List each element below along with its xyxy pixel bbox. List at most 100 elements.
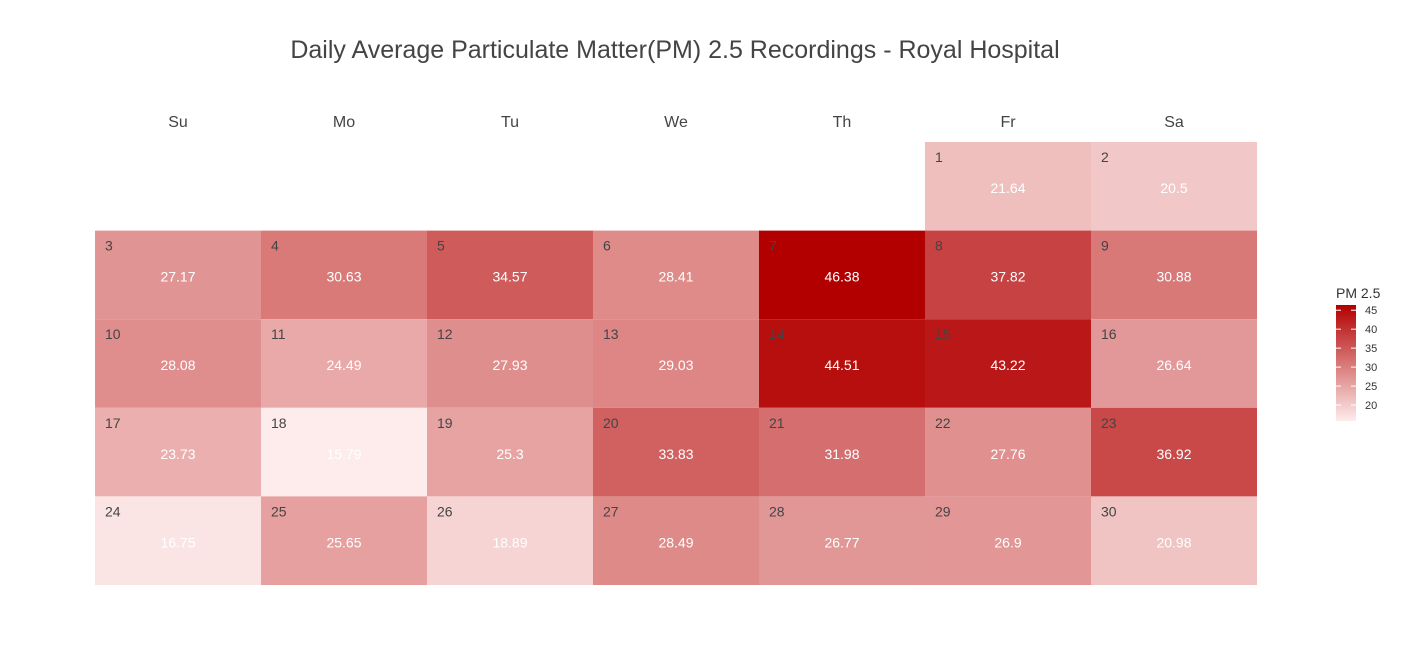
cell-color: [759, 319, 925, 408]
day-number: 11: [271, 326, 286, 342]
cell-value: 25.3: [496, 446, 523, 462]
cell-color: [925, 230, 1091, 320]
cell-color: [925, 407, 1091, 497]
cell-color: [95, 407, 261, 497]
day-number: 6: [603, 238, 611, 254]
day-number: 3: [105, 238, 113, 254]
calendar-cell: 16 26.64: [1091, 319, 1257, 408]
calendar-cell: 27 28.49: [593, 496, 759, 585]
day-number: 30: [1101, 503, 1117, 519]
cell-color: [1091, 230, 1257, 320]
calendar-grid: 121.64220.5327.17430.63534.57628.41746.3…: [95, 142, 1257, 585]
cell-value: 26.64: [1156, 357, 1191, 373]
calendar-cell: 121.64: [925, 142, 1091, 231]
day-number: 21: [769, 415, 785, 431]
cell-color: [593, 496, 759, 585]
calendar-cell: 24 16.75: [95, 496, 261, 585]
cell-value: 28.49: [658, 534, 693, 550]
day-number: 17: [105, 415, 121, 431]
cell-color: [95, 496, 261, 585]
day-number: 8: [935, 238, 943, 254]
cell-color: [1091, 496, 1257, 585]
cell-color: [925, 142, 1091, 231]
cell-color: [593, 230, 759, 320]
legend-tick-label: 40: [1365, 324, 1377, 336]
cell-color: [261, 407, 427, 497]
calendar-cell: 26 18.89: [427, 496, 593, 585]
cell-value: 23.73: [160, 446, 195, 462]
cell-value: 28.41: [658, 269, 693, 285]
cell-value: 21.64: [990, 180, 1025, 196]
calendar-cell: 327.17: [95, 230, 261, 320]
day-number: 22: [935, 415, 951, 431]
cell-value: 26.9: [994, 534, 1021, 550]
chart-title: Daily Average Particulate Matter(PM) 2.5…: [290, 36, 1059, 64]
weekday-label-su: Su: [168, 114, 188, 131]
cell-value: 27.93: [492, 357, 527, 373]
weekday-label-we: We: [664, 114, 688, 131]
calendar-cell: 23 36.92: [1091, 407, 1257, 497]
cell-value: 30.63: [326, 269, 361, 285]
calendar-cell: 628.41: [593, 230, 759, 320]
cell-value: 27.76: [990, 446, 1025, 462]
calendar-cell: 21 31.98: [759, 407, 925, 497]
day-number: 15: [935, 326, 951, 342]
day-number: 9: [1101, 238, 1109, 254]
day-number: 10: [105, 326, 121, 342]
day-number: 28: [769, 503, 785, 519]
cell-value: 46.38: [824, 269, 859, 285]
cell-value: 36.92: [1156, 446, 1191, 462]
cell-color: [427, 496, 593, 585]
cell-color: [925, 496, 1091, 585]
calendar-cell: 12 27.93: [427, 319, 593, 408]
calendar-cell: 28 26.77: [759, 496, 925, 585]
legend: PM 2.5 20 25 30 35 40 45: [1336, 285, 1381, 421]
cell-color: [925, 319, 1091, 408]
calendar-cell: 15 43.22: [925, 319, 1091, 408]
cell-color: [1091, 407, 1257, 497]
cell-value: 44.51: [824, 357, 859, 373]
day-number: 19: [437, 415, 453, 431]
cell-color: [593, 319, 759, 408]
day-number: 20: [603, 415, 619, 431]
cell-value: 15.79: [326, 446, 361, 462]
cell-color: [759, 496, 925, 585]
day-number: 13: [603, 326, 619, 342]
legend-title: PM 2.5: [1336, 285, 1381, 301]
cell-value: 43.22: [990, 357, 1025, 373]
cell-value: 28.08: [160, 357, 195, 373]
calendar-cell: 17 23.73: [95, 407, 261, 497]
cell-value: 24.49: [326, 357, 361, 373]
calendar-cell: 10 28.08: [95, 319, 261, 408]
calendar-cell: 25 25.65: [261, 496, 427, 585]
cell-color: [1091, 319, 1257, 408]
legend-tick-label: 35: [1365, 343, 1377, 355]
day-number: 2: [1101, 149, 1109, 165]
cell-color: [593, 407, 759, 497]
cell-color: [95, 319, 261, 408]
weekday-label-tu: Tu: [501, 114, 519, 131]
cell-value: 20.98: [1156, 534, 1191, 550]
legend-tick-label: 45: [1365, 305, 1377, 317]
day-number: 23: [1101, 415, 1117, 431]
cell-color: [261, 496, 427, 585]
calendar-cell: 220.5: [1091, 142, 1257, 231]
day-number: 14: [769, 326, 785, 342]
cell-color: [759, 230, 925, 320]
legend-color-bar: [1336, 305, 1356, 421]
day-number: 12: [437, 326, 453, 342]
legend-tick-label: 20: [1365, 400, 1377, 412]
legend-ticks: 20 25 30 35 40 45: [1336, 305, 1377, 412]
day-number: 26: [437, 503, 453, 519]
calendar-cell: 22 27.76: [925, 407, 1091, 497]
cell-value: 26.77: [824, 534, 859, 550]
day-number: 18: [271, 415, 287, 431]
cell-value: 27.17: [160, 269, 195, 285]
calendar-cell: 534.57: [427, 230, 593, 320]
day-number: 29: [935, 503, 951, 519]
calendar-cell: 19 25.3: [427, 407, 593, 497]
calendar-cell: 30 20.98: [1091, 496, 1257, 585]
calendar-cell: 930.88: [1091, 230, 1257, 320]
calendar-cell: 20 33.83: [593, 407, 759, 497]
